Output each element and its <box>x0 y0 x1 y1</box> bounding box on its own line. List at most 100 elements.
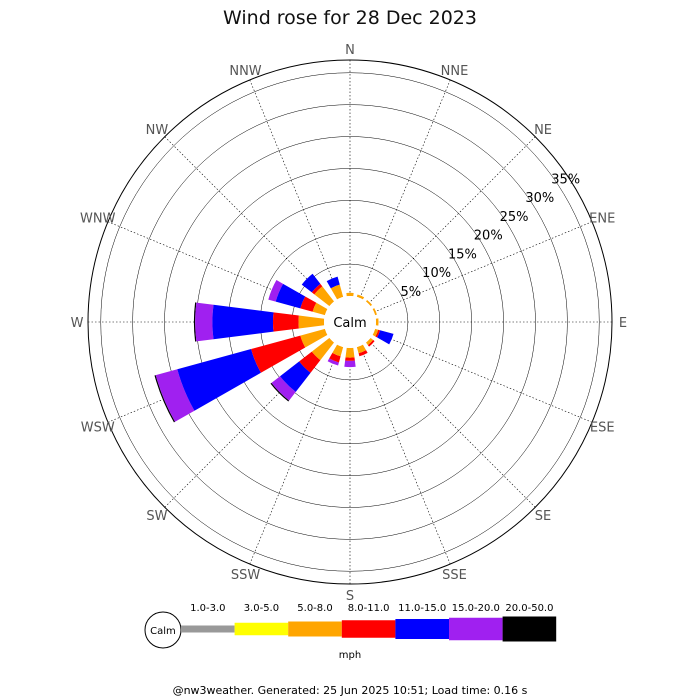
legend-swatch-1.0-3.0 <box>181 625 235 633</box>
bar-ssw-8.0-11.0 <box>329 352 341 363</box>
spoke-ssw <box>249 345 341 565</box>
legend-units: mph <box>339 650 361 661</box>
bar-wsw-8.0-11.0 <box>251 335 306 373</box>
wind-bars <box>154 273 394 423</box>
legend-label-5.0-8.0: 5.0-8.0 <box>297 603 332 614</box>
direction-label-w: W <box>71 316 84 331</box>
direction-label-sse: SSE <box>442 568 467 583</box>
spoke-ene <box>373 221 593 313</box>
direction-label-e: E <box>619 316 627 331</box>
bar-s-5.0-8.0 <box>345 347 355 358</box>
bar-sw-11.0-15.0 <box>280 361 311 392</box>
bar-sse-8.0-11.0 <box>358 350 368 357</box>
bar-wnw-15.0-20.0 <box>268 280 284 302</box>
direction-label-nw: NW <box>146 123 169 138</box>
bar-sse-5.0-8.0 <box>356 344 367 354</box>
spoke-ese <box>373 331 593 423</box>
calm-label: Calm <box>333 316 366 331</box>
direction-label-nne: NNE <box>441 64 469 79</box>
calm-center: Calm <box>324 296 376 348</box>
bar-se-8.0-11.0 <box>367 339 375 347</box>
footer-text: @nw3weather. Generated: 25 Jun 2025 10:5… <box>173 684 528 697</box>
spoke-sse <box>359 345 451 565</box>
speed-legend: Calm mph 1.0-3.0 3.0-5.0 5.0-8.0 8.0-11.0 11… <box>144 603 557 661</box>
direction-label-ne: NE <box>534 123 552 138</box>
bar-w-15.0-20.0 <box>195 302 214 342</box>
direction-label-nnw: NNW <box>229 64 261 79</box>
bar-wsw-20.0-50.0 <box>154 375 176 423</box>
radial-tick-35pct: 35% <box>551 172 580 187</box>
bar-nnw-11.0-15.0 <box>326 276 340 289</box>
radial-tick-10pct: 10% <box>422 266 451 281</box>
bar-ene-5.0-8.0 <box>372 308 377 316</box>
bar-wsw-11.0-15.0 <box>177 349 261 411</box>
direction-label-ene: ENE <box>589 212 615 227</box>
radial-tick-25pct: 25% <box>500 210 529 225</box>
bar-e-5.0-8.0 <box>375 318 379 326</box>
grid-ring <box>164 136 536 508</box>
bar-ese-5.0-8.0 <box>372 328 379 337</box>
bar-ssw-5.0-8.0 <box>332 344 344 357</box>
bar-s-8.0-11.0 <box>345 357 355 361</box>
legend-label-1.0-3.0: 1.0-3.0 <box>190 603 225 614</box>
bar-wnw-5.0-8.0 <box>312 302 328 316</box>
bar-ese-11.0-15.0 <box>377 330 394 345</box>
bar-ne-5.0-8.0 <box>365 299 373 307</box>
legend-calm-label: Calm <box>150 626 176 637</box>
bar-ssw-15.0-20.0 <box>327 358 339 366</box>
bar-w-11.0-15.0 <box>212 304 274 340</box>
legend-swatch-11.0-15.0 <box>395 619 449 639</box>
radial-tick-5pct: 5% <box>401 285 422 300</box>
legend-swatch-8.0-11.0 <box>341 620 396 638</box>
bar-wsw-5.0-8.0 <box>300 328 328 348</box>
bar-s-15.0-20.0 <box>344 360 356 368</box>
spoke-nne <box>359 79 451 299</box>
bar-nne-5.0-8.0 <box>356 294 365 300</box>
spoke-nnw <box>249 79 341 299</box>
direction-label-wsw: WSW <box>81 420 115 435</box>
legend-label-3.0-5.0: 3.0-5.0 <box>244 603 279 614</box>
spoke-se <box>368 340 536 508</box>
bar-nw-8.0-11.0 <box>311 283 323 295</box>
radial-tick-labels: 5%10% 15% 20% 25% 30% 35% <box>401 172 581 299</box>
legend-swatch-5.0-8.0 <box>288 621 342 637</box>
bar-w-8.0-11.0 <box>272 312 299 332</box>
bar-nnw-5.0-8.0 <box>330 284 344 300</box>
direction-label-s: S <box>346 589 354 604</box>
direction-label-wnw: WNW <box>80 212 116 227</box>
legend-swatch-3.0-5.0 <box>234 622 289 636</box>
bar-w-5.0-8.0 <box>298 315 325 329</box>
bar-nw-5.0-8.0 <box>314 286 335 307</box>
grid-ring <box>132 104 568 540</box>
radial-tick-30pct: 30% <box>525 191 554 206</box>
bar-ese-8.0-11.0 <box>375 329 381 338</box>
bar-sw-15.0-20.0 <box>271 376 296 401</box>
radial-tick-20pct: 20% <box>474 229 503 244</box>
bar-wnw-11.0-15.0 <box>275 283 306 309</box>
radial-tick-15pct: 15% <box>448 247 477 262</box>
bar-w-20.0-50.0 <box>193 302 197 342</box>
bar-wnw-8.0-11.0 <box>300 296 317 312</box>
direction-label-n: N <box>345 43 355 58</box>
spoke-ne <box>368 136 536 304</box>
direction-label-se: SE <box>535 509 551 524</box>
bar-sw-20.0-50.0 <box>270 382 290 402</box>
spoke-nw <box>164 136 332 304</box>
legend-swatch-20.0-50.0 <box>502 616 557 642</box>
direction-labels: N NNE NE ENE E ESE SE SSE S SSW SW WSW W WNW NW NNW <box>71 43 628 604</box>
direction-label-sw: SW <box>146 509 167 524</box>
direction-label-ese: ESE <box>590 420 615 435</box>
legend-swatch-15.0-20.0 <box>449 617 503 641</box>
bar-sw-8.0-11.0 <box>299 351 321 373</box>
bar-wsw-15.0-20.0 <box>155 369 195 422</box>
direction-label-ssw: SSW <box>231 568 261 583</box>
bar-se-5.0-8.0 <box>365 337 374 346</box>
bar-sw-5.0-8.0 <box>311 337 335 361</box>
legend-label-20.0-50.0: 20.0-50.0 <box>505 603 553 614</box>
legend-label-11.0-15.0: 11.0-15.0 <box>398 603 446 614</box>
bar-n-5.0-8.0 <box>346 292 354 297</box>
bar-nw-11.0-15.0 <box>301 273 321 293</box>
legend-label-15.0-20.0: 15.0-20.0 <box>452 603 500 614</box>
legend-label-8.0-11.0: 8.0-11.0 <box>348 603 390 614</box>
